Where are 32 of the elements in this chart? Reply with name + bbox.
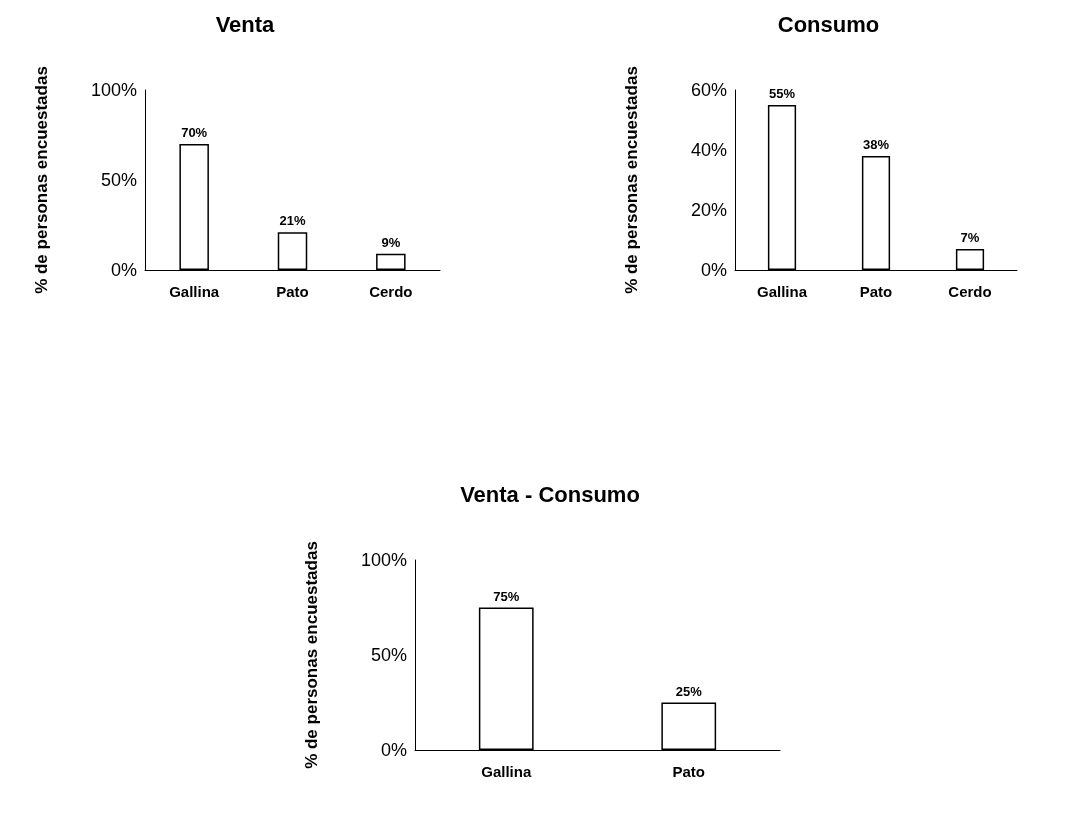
y-tick-label: 20%	[690, 200, 727, 220]
x-tick-label: Pato	[276, 283, 309, 300]
y-axis-title: % de personas encuestadas	[622, 66, 641, 294]
y-tick-label: 60%	[690, 80, 727, 100]
y-tick-label: 100%	[90, 80, 137, 100]
x-tick-label: Gallina	[169, 283, 220, 300]
chart-title: Venta	[215, 11, 276, 37]
data-label: 55%	[768, 86, 796, 101]
x-tick-label: Cerdo	[369, 283, 413, 300]
x-tick-label: Cerdo	[948, 283, 992, 300]
y-axis-title: % de personas encuestadas	[302, 541, 321, 769]
data-label: 75%	[493, 588, 520, 604]
y-tick-label: 50%	[370, 645, 407, 665]
x-tick-label: Pato	[672, 763, 706, 780]
y-tick-label: 0%	[110, 260, 137, 280]
data-label: 7%	[960, 230, 980, 245]
chart-title: Consumo	[777, 11, 880, 37]
data-label: 9%	[381, 234, 401, 250]
y-tick-label: 0%	[700, 260, 727, 280]
y-tick-label: 50%	[100, 170, 137, 190]
data-label: 38%	[862, 137, 890, 152]
data-label: 25%	[675, 683, 703, 699]
y-tick-label: 0%	[380, 740, 407, 760]
y-tick-label: 40%	[690, 140, 727, 160]
data-label: 70%	[181, 125, 208, 140]
y-tick-label: 100%	[360, 550, 407, 570]
chart-title: Venta - Consumo	[460, 481, 640, 507]
y-axis-title: % de personas encuestadas	[32, 66, 51, 294]
data-label: 21%	[279, 213, 306, 229]
x-tick-label: Pato	[859, 283, 893, 300]
x-tick-label: Gallina	[481, 763, 532, 780]
x-tick-label: Gallina	[756, 283, 808, 300]
